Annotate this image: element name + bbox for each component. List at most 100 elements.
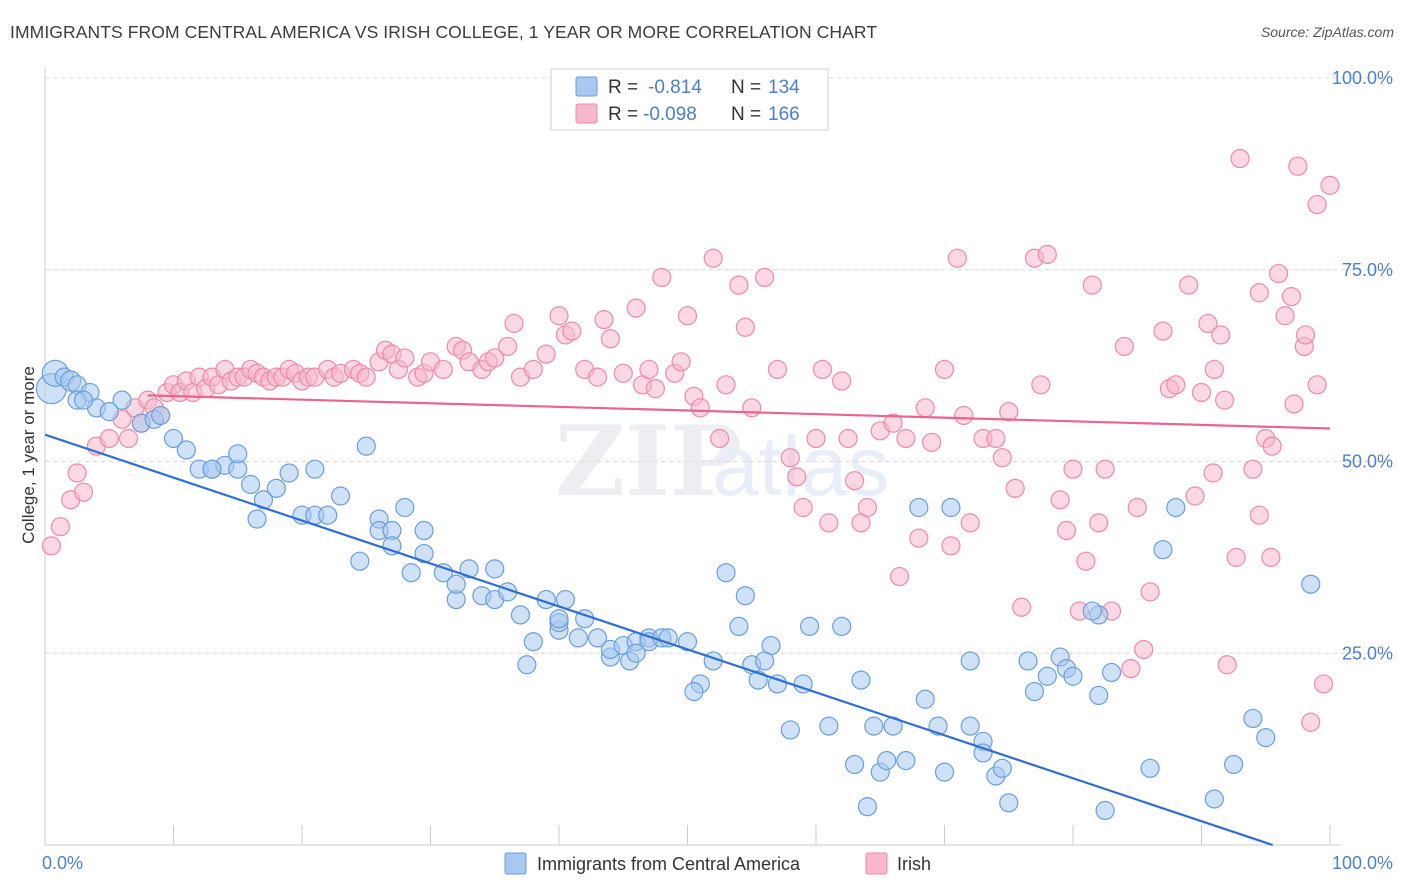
irish-point	[1082, 275, 1102, 295]
irish-point	[844, 471, 865, 491]
tick-labels: 25.0% 50.0% 75.0% 100.0% 0.0% 100.0%	[42, 68, 1393, 873]
irish-point	[677, 306, 698, 326]
legend-r-value-blue: -0.814	[648, 77, 702, 98]
central-america-point	[356, 436, 376, 456]
irish-point	[1275, 306, 1295, 326]
bottom-legend-swatch-blue	[504, 852, 527, 875]
irish-point	[1056, 520, 1077, 541]
y-tick-label: 50.0%	[1342, 452, 1393, 472]
irish-point	[1307, 194, 1327, 215]
central-america-point	[1204, 789, 1224, 809]
irish-point	[1295, 325, 1316, 345]
irish-point	[41, 536, 62, 556]
irish-point	[883, 413, 903, 433]
irish-point	[1050, 490, 1070, 510]
bottom-legend-swatch-pink	[865, 852, 888, 875]
irish-point	[1301, 712, 1321, 732]
irish-point	[356, 367, 376, 387]
irish-point	[652, 267, 672, 288]
central-america-point	[247, 509, 267, 529]
irish-point	[992, 448, 1012, 468]
central-america-point	[176, 440, 196, 460]
central-america-point	[163, 428, 184, 449]
irish-point	[960, 513, 980, 533]
central-america-point	[941, 497, 961, 518]
central-america-point	[851, 670, 871, 690]
irish-point	[857, 497, 878, 518]
series-legend: Immigrants from Central America Irish	[504, 852, 931, 875]
central-america-point	[414, 543, 434, 564]
central-america-trendline	[44, 433, 1273, 847]
central-america-point	[401, 563, 421, 583]
central-america-point	[330, 486, 351, 506]
irish-point	[1243, 459, 1263, 479]
irish-point	[1281, 286, 1302, 307]
irish-point	[735, 317, 755, 337]
irish-point	[587, 367, 608, 387]
central-america-point	[684, 681, 704, 702]
central-america-point	[549, 609, 569, 629]
legend-r-label-blue: R =	[608, 77, 638, 98]
central-america-point	[729, 616, 749, 637]
central-america-point	[626, 643, 646, 663]
central-america-point	[1224, 754, 1244, 775]
central-america-point	[1256, 728, 1276, 748]
irish-point	[767, 359, 788, 380]
central-america-point	[934, 762, 955, 782]
irish-point	[1217, 655, 1237, 675]
irish-point	[1198, 313, 1218, 334]
irish-point	[941, 536, 961, 556]
irish-point	[922, 432, 942, 452]
central-america-point	[973, 743, 993, 763]
irish-point	[832, 371, 852, 391]
central-america-point	[857, 797, 878, 817]
y-axis-label: College, 1 year or more	[19, 366, 38, 544]
central-america-point	[1089, 685, 1109, 706]
irish-point	[671, 352, 691, 372]
irish-point	[1121, 658, 1141, 679]
central-america-point	[459, 559, 479, 579]
legend-n-value-pink: 166	[768, 104, 800, 125]
irish-point	[1031, 375, 1051, 395]
central-america-point	[568, 628, 588, 648]
irish-point	[639, 359, 659, 380]
central-america-point	[1018, 651, 1038, 671]
irish-point	[1211, 325, 1231, 345]
central-america-point	[241, 474, 261, 495]
irish-point	[703, 248, 723, 268]
irish-point	[934, 359, 955, 380]
central-america-point	[1301, 574, 1321, 594]
irish-point	[1226, 547, 1246, 567]
irish-point	[954, 405, 974, 426]
bottom-legend-label-pink: Irish	[897, 854, 931, 874]
irish-point	[67, 463, 87, 483]
irish-point	[1261, 547, 1281, 567]
watermark: ZIP atlas	[555, 405, 889, 518]
central-america-point	[279, 463, 299, 483]
irish-point	[1179, 275, 1199, 295]
irish-point	[909, 528, 929, 548]
y-tick-label: 100.0%	[1332, 68, 1393, 88]
central-america-point	[318, 505, 338, 525]
central-america-point	[716, 563, 736, 583]
central-america-point	[253, 490, 274, 510]
irish-point	[562, 321, 582, 341]
central-america-point	[844, 754, 865, 775]
irish-point	[716, 375, 736, 395]
central-america-point	[228, 444, 248, 464]
stats-legend: R = -0.814 N = 134 R = -0.098 N = 166	[550, 68, 829, 131]
central-america-point	[99, 402, 119, 422]
irish-point	[1268, 263, 1289, 284]
central-america-point	[780, 720, 800, 740]
central-america-point	[960, 716, 980, 736]
central-america-point	[1082, 601, 1102, 621]
irish-point	[1313, 674, 1334, 694]
irish-point	[523, 359, 543, 380]
irish-point	[1153, 321, 1173, 341]
irish-point	[504, 313, 524, 334]
central-america-point	[754, 651, 775, 671]
central-america-point	[1095, 800, 1115, 821]
irish-point	[947, 248, 967, 268]
irish-point	[1288, 156, 1308, 176]
irish-point	[729, 275, 749, 295]
